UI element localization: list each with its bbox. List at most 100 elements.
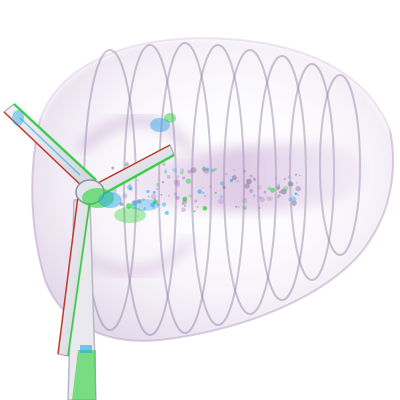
turbulence-speck [297,193,300,196]
turbulence-speck [242,205,247,210]
turbulence-speck [222,185,226,190]
turbulence-speck [283,185,289,192]
turbulence-speck [249,174,253,178]
turbulence-speck [146,190,150,193]
turbulence-speck [180,171,184,175]
turbulence-speck [283,178,287,181]
turbulence-speck [166,175,171,179]
turbulence-speck [278,191,281,194]
turbulence-speck [190,167,197,174]
turbulence-speck [290,196,297,203]
turbulence-speck [236,180,239,183]
turbine-rotor [3,103,175,357]
turbulence-speck [269,196,274,201]
turbulence-speck [150,194,157,200]
turbulence-speck [128,183,132,186]
turbulence-speck [175,195,180,200]
turbulence-speck [136,179,139,182]
turbulence-speck [150,202,155,208]
turbulence-speck [280,188,287,195]
turbulence-speck [161,202,167,207]
turbulence-speck [210,168,215,173]
turbulence-speck [126,203,132,209]
turbulence-speck [231,175,237,181]
turbulence-speck [164,169,167,172]
turbulence-speck [244,183,250,189]
turbulence-speck [156,203,160,207]
turbulence-speck [197,189,202,194]
turbulence-speck [122,193,128,199]
turbulence-speck [243,169,246,173]
turbulence-speck [133,200,138,205]
turbulence-speck [162,162,166,167]
turbulence-speck [246,178,252,185]
turbulence-speck [125,162,129,166]
turbulence-speck [279,189,284,194]
turbulence-speck [127,184,133,190]
turbulence-speck [173,192,177,196]
turbulence-speck [129,187,133,191]
turbulence-speck [276,185,281,190]
turbulence-speck [253,194,256,197]
turbulence-speck [152,191,156,194]
turbulence-speck [233,169,236,171]
turbulence-speck [249,189,254,193]
turbulence-speck [204,194,207,198]
turbulence-speck [258,206,261,209]
turbulence-speck [111,166,115,170]
turbulence-speck [242,198,248,203]
turbulence-speck [287,181,294,187]
turbulence-speck [217,198,224,205]
turbulence-speck [188,194,192,198]
turbulence-speck [277,194,281,198]
turbulence-speck [202,166,206,171]
turbulence-speck [201,187,204,189]
turbulence-speck [296,181,298,184]
vorticity-patches [12,110,176,223]
turbulence-speck [206,167,210,171]
turbulence-speck [298,174,301,177]
turbulence-speck [257,185,262,190]
turbulence-speck [275,178,277,180]
turbulence-speck [147,195,150,198]
turbulence-speck [131,203,137,210]
turbulence-speck [124,164,127,167]
turbulence-speck [229,178,233,183]
turbulence-speck [153,199,158,204]
turbulence-speck [295,186,301,192]
turbulence-speck [196,205,199,208]
turbulence-speck [224,172,228,176]
turbulence-speck [237,205,240,209]
turbulence-speck [143,207,147,210]
turbulence-speck [267,186,272,191]
turbulence-speck [258,196,262,199]
turbulence-speck [176,175,180,179]
turbulence-speck [202,206,208,211]
turbulence-speck [214,191,217,194]
turbulence-speck [263,190,267,194]
turbulence-speck [194,199,198,203]
turbulence-speck [180,168,185,173]
turbulence-speck [173,179,180,186]
turbulence-speck [181,207,186,212]
turbulence-speck [295,173,297,176]
turbulence-speck [181,202,185,206]
turbulence-speck [276,196,279,199]
turbulence-speck [288,197,292,202]
turbulence-speck [160,193,163,196]
turbulence-speck [131,200,137,206]
turbulence-speck [182,176,186,180]
turbulence-speck [277,183,281,187]
turbulence-speck [156,188,159,191]
turbulence-speck [270,187,276,193]
turbulence-speck [266,196,272,201]
turbulence-speck [136,215,139,218]
turbulence-speck [141,198,145,201]
turbulence-speck [161,180,165,184]
turbulence-speck [235,205,238,208]
turbulence-speck [193,210,196,213]
turbulence-speck [209,185,212,188]
turbulence-speck [168,195,170,197]
turbulence-speck [219,194,224,199]
